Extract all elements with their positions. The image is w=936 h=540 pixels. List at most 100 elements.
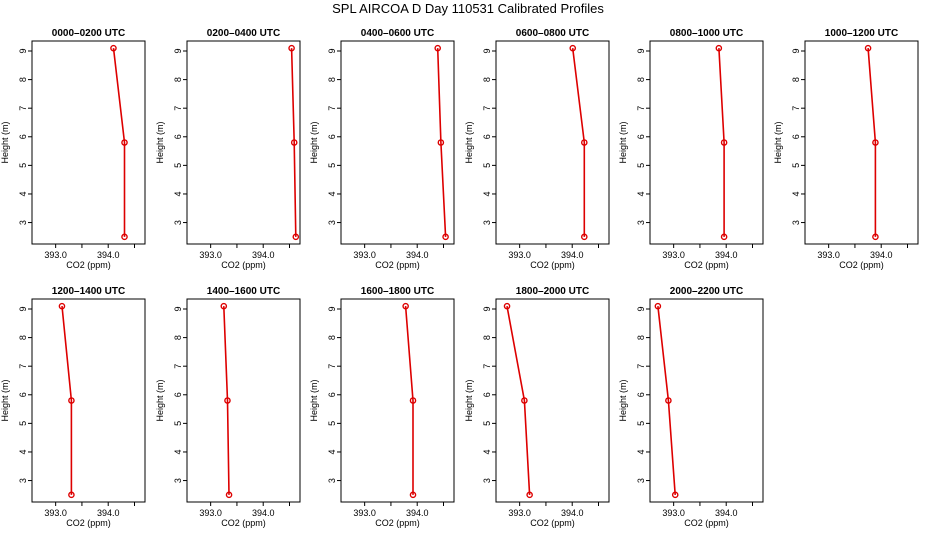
data-point <box>580 233 588 241</box>
profile-line <box>657 306 676 495</box>
y-tick-label: 6 <box>18 392 28 397</box>
x-tick-label: 393.0 <box>662 250 685 260</box>
y-tick-label: 6 <box>636 392 646 397</box>
x-tick-label: 394.0 <box>406 508 429 518</box>
y-tick-label: 9 <box>636 48 646 53</box>
y-tick-label: 6 <box>636 134 646 139</box>
y-tick-label: 6 <box>791 134 801 139</box>
x-axis-label: CO2 (ppm) <box>530 260 575 270</box>
data-point <box>665 397 672 404</box>
y-tick-label: 4 <box>327 449 337 454</box>
y-tick-label: 7 <box>173 106 183 111</box>
profile-line <box>404 306 414 495</box>
x-tick-label: 393.0 <box>508 250 531 260</box>
x-tick-label: 393.0 <box>44 508 67 518</box>
x-tick-label: 393.0 <box>508 508 531 518</box>
y-tick-label: 8 <box>791 77 801 82</box>
data-point <box>720 139 728 146</box>
y-tick-label: 8 <box>327 77 337 82</box>
y-tick-label: 6 <box>327 392 337 397</box>
y-tick-label: 5 <box>636 421 646 426</box>
data-point <box>409 491 417 499</box>
panel-title: 1000–1200 UTC <box>825 28 898 39</box>
y-tick-label: 7 <box>636 364 646 369</box>
y-tick-label: 9 <box>173 306 183 311</box>
data-point <box>224 397 231 404</box>
data-point <box>864 44 872 52</box>
panel-title: 1400–1600 UTC <box>207 286 280 297</box>
plot-frame <box>340 298 455 503</box>
data-point <box>68 397 75 404</box>
x-tick-label: 393.0 <box>44 250 67 260</box>
data-point <box>503 302 511 310</box>
y-tick-label: 6 <box>18 134 28 139</box>
y-tick-label: 5 <box>173 163 183 168</box>
y-tick-label: 5 <box>327 163 337 168</box>
data-point <box>409 397 417 404</box>
y-tick-label: 7 <box>18 106 28 111</box>
data-point <box>526 491 533 499</box>
plot-frame <box>186 298 301 503</box>
y-tick-label: 6 <box>482 392 492 397</box>
y-tick-label: 4 <box>482 191 492 196</box>
x-axis-label: CO2 (ppm) <box>375 260 420 270</box>
y-tick-label: 6 <box>173 134 183 139</box>
plot-frame <box>649 40 764 245</box>
y-tick-label: 4 <box>636 191 646 196</box>
profile-line <box>506 305 531 495</box>
plot-frame <box>186 40 301 245</box>
y-axis-label: Height (m) <box>155 379 165 421</box>
y-tick-label: 5 <box>173 421 183 426</box>
data-point <box>521 397 528 404</box>
y-tick-label: 3 <box>636 478 646 483</box>
y-tick-label: 7 <box>791 106 801 111</box>
y-tick-label: 7 <box>173 364 183 369</box>
y-tick-label: 7 <box>636 106 646 111</box>
data-point <box>121 233 128 241</box>
x-axis-label: CO2 (ppm) <box>839 260 884 270</box>
profile-line <box>290 48 297 237</box>
y-tick-label: 4 <box>18 191 28 196</box>
y-tick-label: 8 <box>327 335 337 340</box>
data-point <box>671 491 679 499</box>
data-point <box>872 139 879 146</box>
y-tick-label: 5 <box>18 421 28 426</box>
data-point <box>288 44 295 52</box>
data-point <box>872 233 879 241</box>
data-point <box>720 233 728 241</box>
plot-frame <box>804 40 919 245</box>
y-tick-label: 4 <box>636 449 646 454</box>
y-tick-label: 4 <box>18 449 28 454</box>
profile-line <box>61 306 73 495</box>
y-tick-label: 8 <box>173 77 183 82</box>
x-tick-label: 393.0 <box>199 508 222 518</box>
x-axis-label: CO2 (ppm) <box>530 518 575 528</box>
y-tick-label: 3 <box>173 478 183 483</box>
y-tick-label: 4 <box>482 449 492 454</box>
plot-frame <box>31 40 146 245</box>
y-axis-label: Height (m) <box>309 121 319 163</box>
x-axis-label: CO2 (ppm) <box>684 518 729 528</box>
data-point <box>110 44 117 52</box>
plot-frame <box>340 40 455 245</box>
data-point <box>569 44 577 52</box>
y-tick-label: 4 <box>791 191 801 196</box>
x-axis-label: CO2 (ppm) <box>66 260 111 270</box>
y-tick-label: 9 <box>18 48 28 53</box>
profile-line <box>718 48 725 237</box>
profile-line <box>436 48 447 237</box>
data-point <box>442 233 449 241</box>
plot-frame <box>31 298 146 503</box>
panel-title: 1800–2000 UTC <box>516 286 589 297</box>
y-tick-label: 8 <box>18 335 28 340</box>
y-tick-label: 5 <box>636 163 646 168</box>
y-tick-label: 3 <box>482 220 492 225</box>
x-tick-label: 394.0 <box>870 250 893 260</box>
x-tick-label: 393.0 <box>199 250 222 260</box>
y-tick-label: 8 <box>173 335 183 340</box>
x-tick-label: 394.0 <box>715 250 738 260</box>
y-tick-label: 7 <box>482 106 492 111</box>
